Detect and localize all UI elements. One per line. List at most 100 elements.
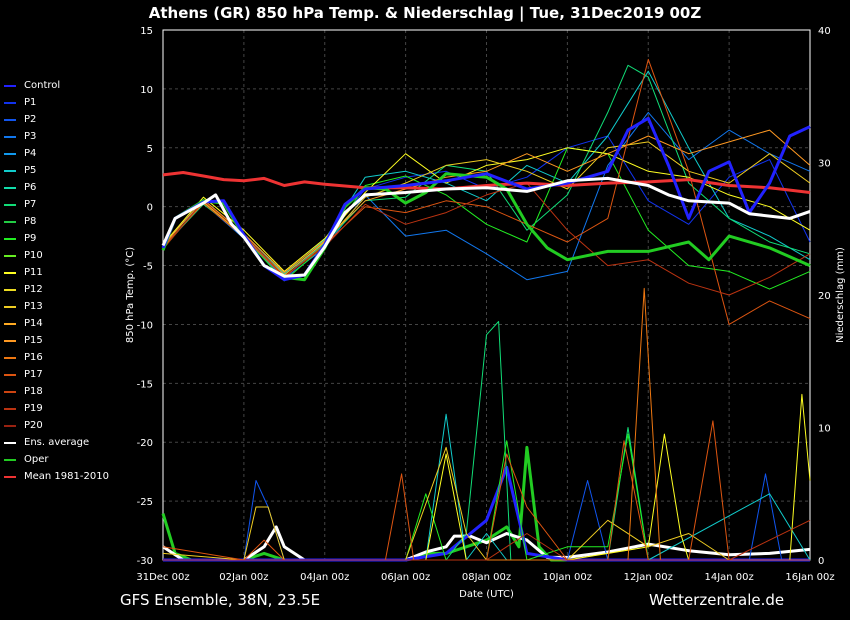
legend-label: P9 [24,233,37,244]
legend-swatch [4,373,16,376]
legend-swatch [4,339,16,342]
y2-tick-label: 10 [818,424,831,435]
y2-tick-label: 0 [818,556,824,567]
y2-tick-label: 20 [818,291,831,302]
legend: Control P1 P2 P3 P4 P5 P6 P7 P8 P9 P10 P11 P12 P13 P14… [4,77,109,485]
chart-title: Athens (GR) 850 hPa Temp. & Niederschlag… [148,4,702,22]
legend-swatch [4,305,16,308]
y-tick-label: 5 [147,144,153,155]
y-tick-label: 15 [140,26,153,37]
legend-swatch [4,441,16,444]
y-tick-label: 10 [140,85,153,96]
footer-brand: Wetterzentrale.de [649,591,785,609]
legend-label: P5 [24,165,37,176]
legend-label: P13 [24,301,43,312]
y-tick-label: -15 [137,379,153,390]
legend-item: P11 [4,264,109,281]
legend-item: P15 [4,332,109,349]
x-tick-label: 31Dec 00z [136,572,189,583]
legend-swatch [4,356,16,359]
y-tick-label: -5 [143,262,153,273]
legend-label: P2 [24,114,37,125]
legend-label: P20 [24,420,43,431]
legend-item: P20 [4,417,109,434]
legend-item: P14 [4,315,109,332]
legend-swatch [4,152,16,155]
precip-line [162,446,810,561]
legend-item: P17 [4,366,109,383]
y-axis-label: 850 hPa Temp. (°C) [125,247,136,343]
legend-swatch [4,135,16,138]
temperature-line [161,176,811,278]
legend-swatch [4,169,16,172]
legend-item: P8 [4,213,109,230]
legend-swatch [4,407,16,410]
x-tick-label: 02Jan 00z [219,572,268,583]
legend-swatch [4,101,16,104]
legend-item: P2 [4,111,109,128]
legend-item: P6 [4,179,109,196]
y-tick-label: -25 [137,497,153,508]
legend-label: Oper [24,454,49,465]
legend-swatch [4,475,16,478]
legend-label: P3 [24,131,37,142]
legend-item: Mean 1981-2010 [4,468,109,485]
legend-swatch [4,271,16,274]
legend-label: P14 [24,318,43,329]
y-tick-label: -30 [137,556,153,567]
legend-swatch [4,390,16,393]
legend-swatch [4,118,16,121]
legend-swatch [4,84,16,87]
legend-label: Mean 1981-2010 [24,471,109,482]
x-tick-label: 16Jan 00z [785,572,834,583]
legend-label: P11 [24,267,43,278]
x-tick-label: 08Jan 00z [462,572,511,583]
legend-swatch [4,424,16,427]
legend-swatch [4,220,16,223]
legend-item: Control [4,77,109,94]
legend-label: P4 [24,148,37,159]
x-tick-label: 14Jan 00z [704,572,753,583]
x-tick-label: 04Jan 00z [300,572,349,583]
temperature-line [162,147,811,290]
legend-item: P18 [4,383,109,400]
footer-source: GFS Ensemble, 38N, 23.5E [120,591,321,609]
legend-item: P3 [4,128,109,145]
legend-swatch [4,288,16,291]
temperature-line [162,129,811,274]
legend-label: P6 [24,182,37,193]
y-tick-label: -20 [137,438,153,449]
legend-label: P12 [24,284,43,295]
legend-label: P15 [24,335,43,346]
legend-item: P7 [4,196,109,213]
temperature-line [162,70,811,275]
legend-item: Oper [4,451,109,468]
legend-item: P13 [4,298,109,315]
legend-label: P7 [24,199,37,210]
precip-line [163,519,811,561]
legend-swatch [4,458,16,461]
legend-item: P10 [4,247,109,264]
legend-swatch [4,254,16,257]
legend-item: P5 [4,162,109,179]
y2-tick-label: 30 [818,159,831,170]
legend-label: Control [24,80,61,91]
y-tick-label: 0 [147,203,153,214]
y2-axis-label: Niederschlag (mm) [835,247,846,343]
y-tick-label: -10 [137,320,153,331]
legend-label: P1 [24,97,37,108]
legend-label: P18 [24,386,43,397]
legend-label: P17 [24,369,43,380]
legend-item: P16 [4,349,109,366]
temperature-line [162,58,811,325]
y2-tick-label: 40 [818,26,831,37]
legend-swatch [4,203,16,206]
legend-item: P19 [4,400,109,417]
legend-label: P19 [24,403,43,414]
legend-item: P9 [4,230,109,247]
legend-label: P16 [24,352,43,363]
legend-item: Ens. average [4,434,109,451]
legend-swatch [4,237,16,240]
x-tick-label: 12Jan 00z [624,572,673,583]
